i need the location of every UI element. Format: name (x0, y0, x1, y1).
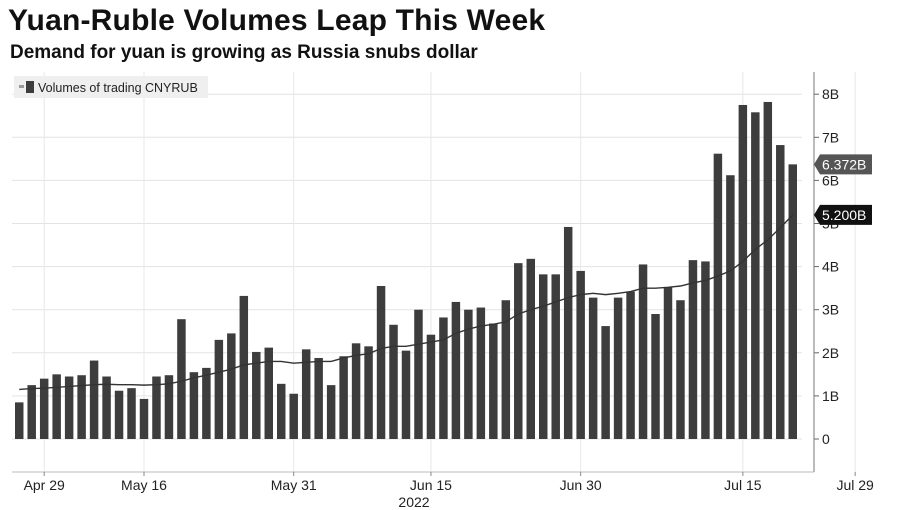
bar (177, 319, 186, 439)
bar (102, 376, 111, 439)
bar (763, 101, 773, 440)
bar (15, 402, 24, 439)
legend-bar-swatch (26, 81, 34, 93)
bar (788, 164, 797, 439)
bar (626, 291, 635, 439)
bar (77, 375, 86, 439)
bar (576, 270, 585, 439)
bar (501, 300, 511, 439)
x-tick-label: Jun 30 (560, 477, 602, 493)
bar (64, 376, 74, 439)
bar (214, 339, 224, 439)
bar (202, 367, 211, 439)
legend-line-swatch (19, 85, 24, 88)
bar (776, 145, 785, 439)
bar (389, 324, 398, 439)
bar (563, 226, 573, 439)
bar (164, 375, 174, 439)
bar (613, 297, 623, 439)
value-badge (814, 204, 872, 225)
bar (252, 351, 261, 439)
x-tick-label: Apr 29 (24, 477, 65, 493)
bar (439, 317, 448, 439)
bar (189, 372, 199, 439)
bar (601, 326, 610, 439)
bar (651, 314, 660, 439)
bar (638, 264, 648, 439)
bar (339, 356, 348, 439)
bar (688, 260, 698, 439)
bar (289, 393, 298, 439)
x-tick-label: Jul 29 (836, 477, 874, 493)
bar (676, 300, 685, 439)
bar (551, 274, 560, 439)
bar (713, 153, 723, 439)
bar (464, 309, 473, 439)
bar (376, 286, 386, 439)
y-tick-label: 8B (822, 86, 839, 102)
bar (127, 388, 136, 439)
bar (52, 374, 61, 439)
bar (364, 346, 373, 439)
chart-subtitle: Demand for yuan is growing as Russia snu… (10, 42, 478, 63)
bar (239, 295, 249, 439)
bar (451, 301, 461, 439)
legend-label: Volumes of trading CNYRUB (38, 81, 198, 95)
x-tick-label: Jul 15 (724, 477, 762, 493)
bar (701, 261, 710, 439)
x-tick-label: May 31 (271, 477, 317, 493)
y-tick-label: 6B (822, 172, 839, 188)
y-tick-label: 2B (822, 345, 839, 361)
chart-title: Yuan-Ruble Volumes Leap This Week (8, 4, 546, 37)
bar (114, 390, 124, 439)
bar (738, 104, 748, 439)
y-tick-label: 3B (822, 302, 839, 318)
bar (152, 376, 161, 439)
value-badge (814, 154, 872, 175)
y-tick-label: 0 (822, 431, 830, 447)
value-badge-label: 6.372B (822, 156, 866, 172)
bar (314, 357, 323, 439)
average-line (19, 214, 794, 391)
bar (326, 385, 336, 440)
x-tick-label: May 16 (121, 477, 167, 493)
bar (514, 263, 523, 439)
bar (301, 349, 311, 439)
legend-box (14, 76, 208, 98)
bar (401, 350, 411, 439)
bar (27, 385, 36, 440)
value-badge-label: 5.200B (822, 207, 866, 223)
x-year-label: 2022 (398, 494, 429, 510)
bar (414, 309, 423, 439)
bar (663, 287, 673, 439)
x-tick-label: Jun 15 (410, 477, 452, 493)
y-tick-label: 7B (822, 129, 839, 145)
bar (539, 274, 548, 439)
bar (264, 347, 273, 439)
bar (89, 360, 99, 439)
bar (526, 258, 535, 439)
bar (489, 323, 498, 439)
bar (227, 333, 236, 439)
bar (476, 307, 486, 439)
bar (588, 297, 598, 439)
y-tick-label: 1B (822, 388, 839, 404)
bar (277, 383, 286, 439)
bar (426, 334, 436, 439)
bar (726, 175, 735, 440)
bar (751, 112, 760, 440)
bar (351, 343, 361, 439)
bar (39, 378, 49, 439)
bar (139, 398, 149, 439)
y-tick-label: 4B (822, 259, 839, 275)
